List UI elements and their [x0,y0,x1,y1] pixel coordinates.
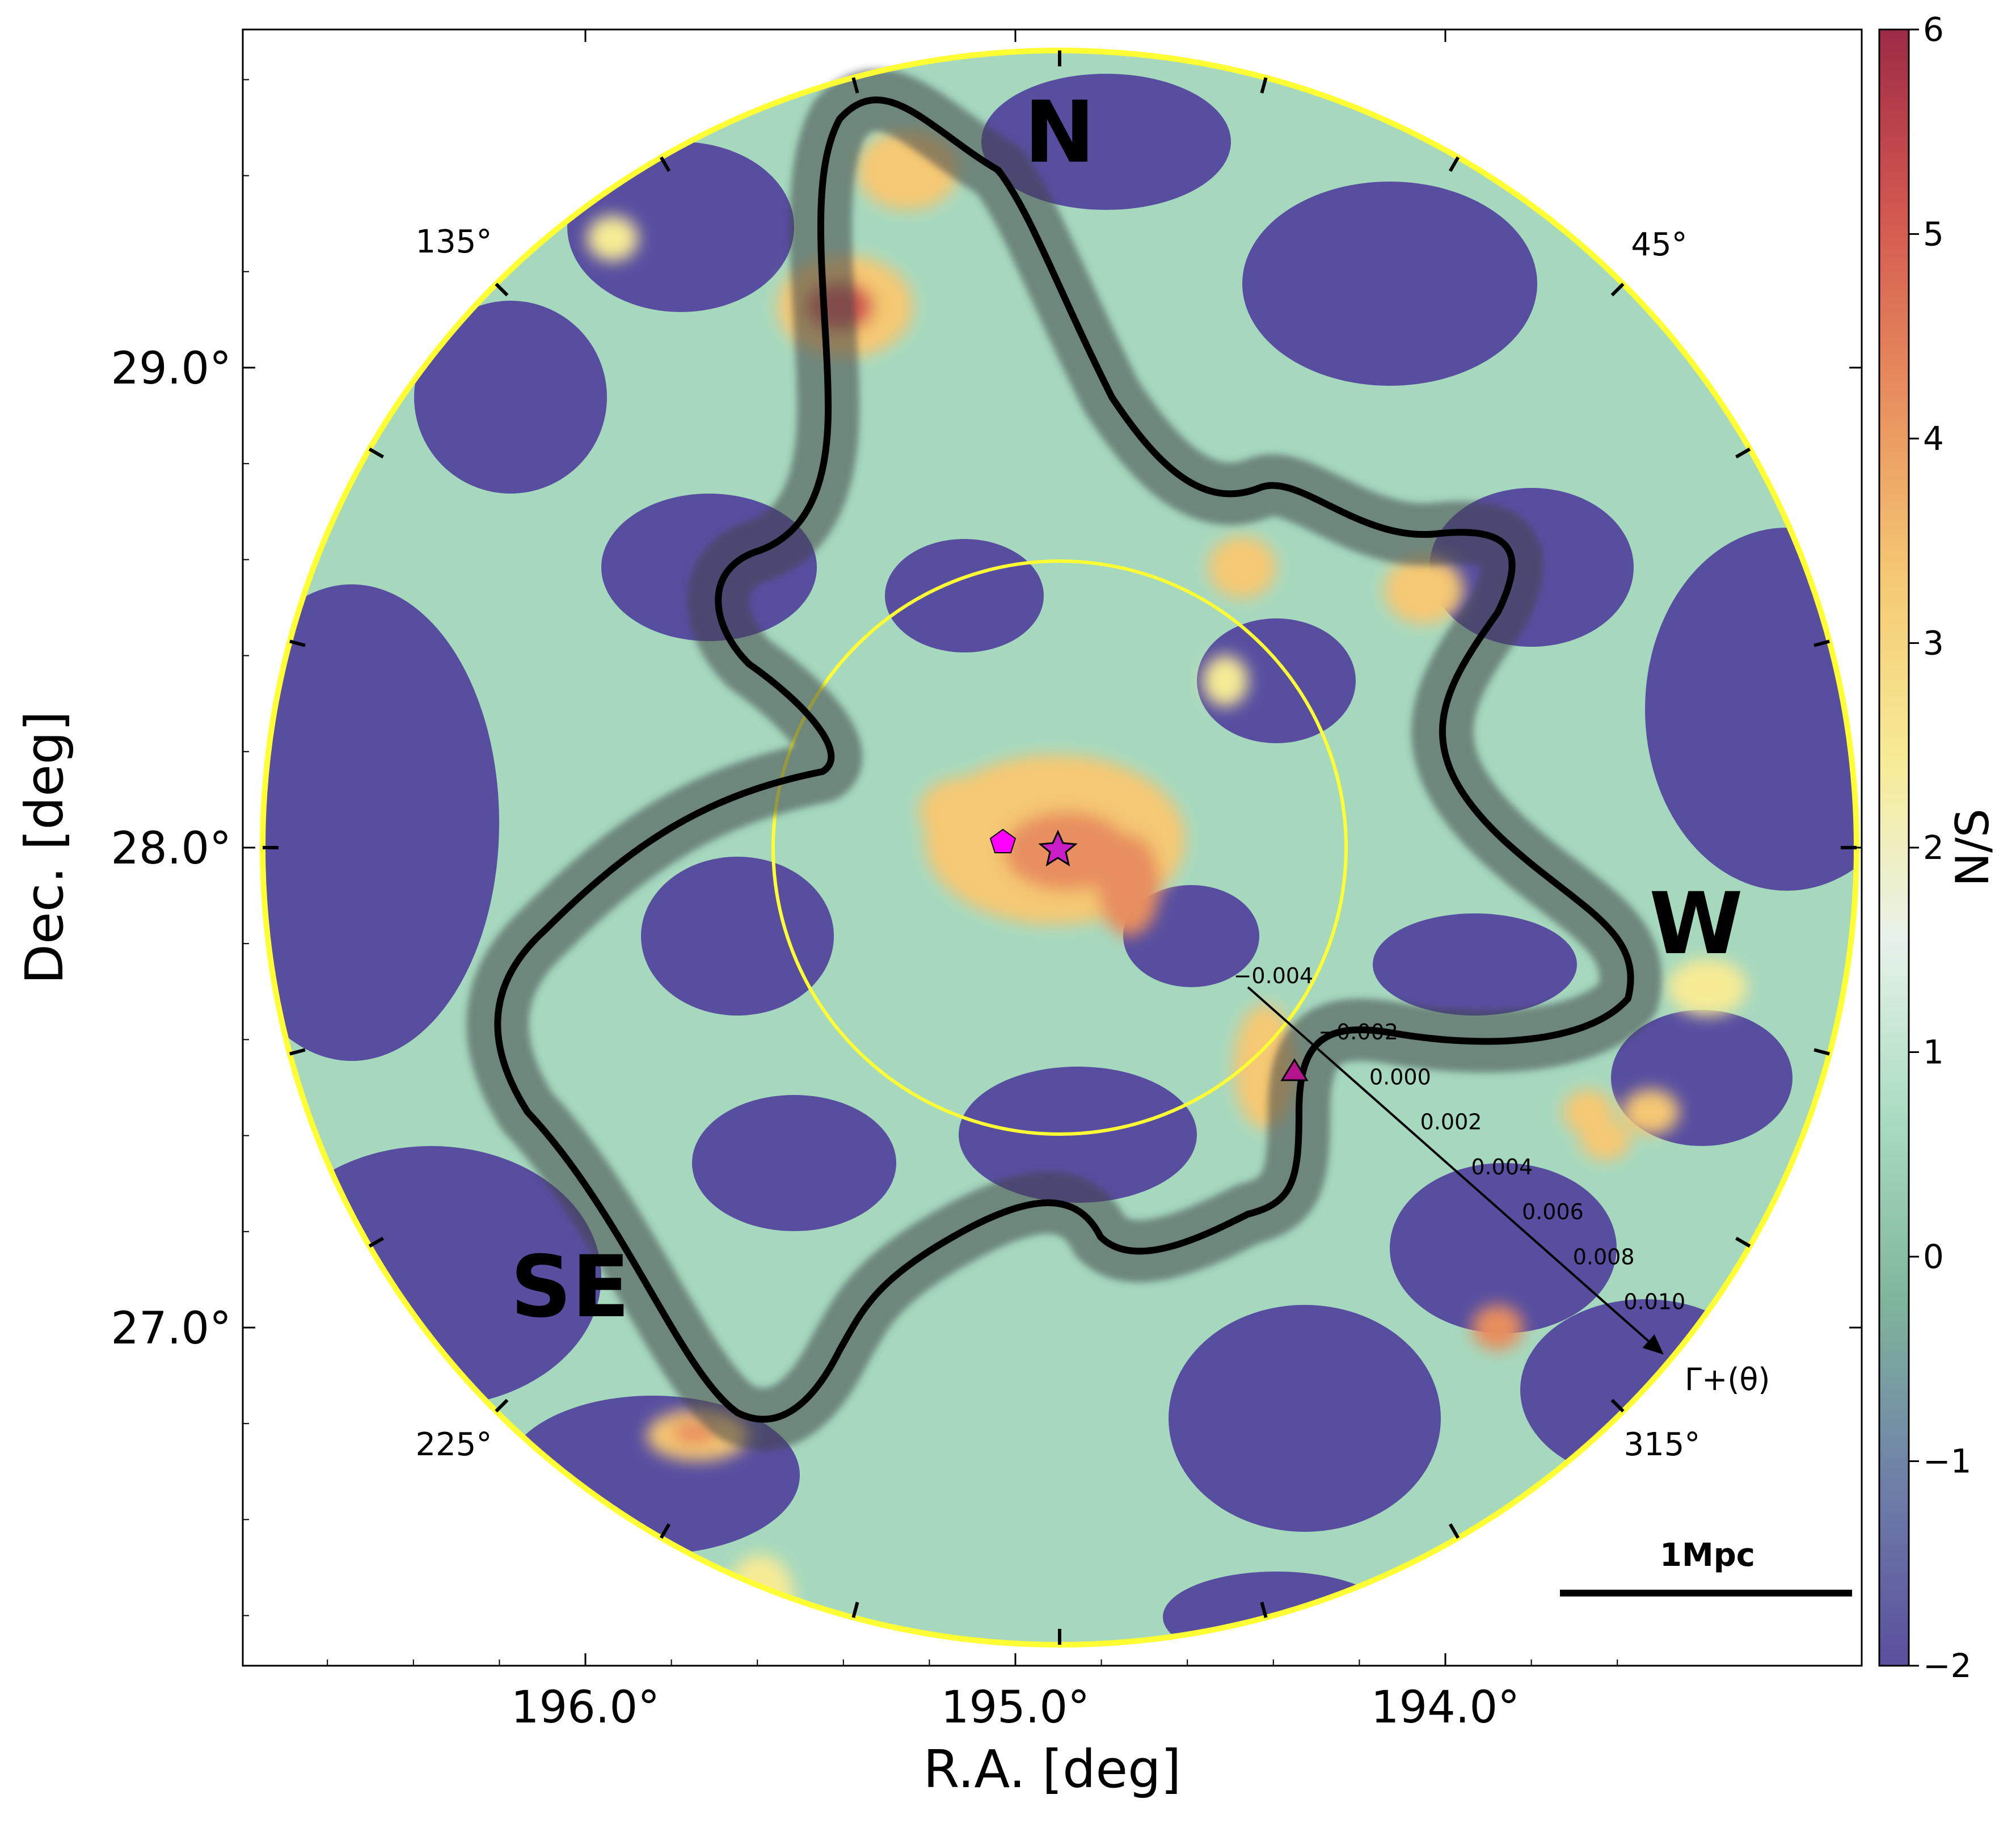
x-axis-ticks: 196.0° 195.0° 194.0° [327,30,1618,1733]
region-label-se: SE [511,1238,630,1337]
inner-region-circle [771,559,1348,1136]
profile-tick-label: 0.006 [1522,1199,1584,1224]
region-label-w: W [1649,875,1743,974]
angle-label-45: 45° [1631,226,1687,263]
triangle-marker [1280,1058,1309,1081]
angle-tick [1610,283,1625,297]
pentagon-marker [989,828,1017,853]
colorbar-tick-label: 2 [1923,828,1944,867]
colorbar-tick-label: 3 [1923,624,1944,663]
angle-tick [1448,1523,1460,1539]
y-tick-label: 29.0° [111,343,231,394]
angle-tick [368,1236,384,1248]
angle-tick [659,156,671,172]
profile-tick-label: 0.002 [1420,1110,1482,1135]
x-tick-label: 196.0° [511,1682,660,1733]
angle-tick [1260,77,1268,94]
colorbar-tick-label: −2 [1923,1646,1972,1685]
angle-tick [1610,1398,1625,1413]
colorbar-tick-label: −1 [1923,1442,1972,1481]
x-tick-label: 195.0° [941,1682,1090,1733]
colorbar-tick-label: 4 [1923,419,1944,458]
angle-tick [851,1602,859,1618]
profile-tick-label: 0.000 [1369,1064,1431,1089]
profile-tick-label: −0.002 [1318,1020,1398,1044]
angle-tick [1735,1236,1751,1248]
x-axis-label: R.A. [deg] [923,1739,1182,1800]
colorbar [1878,28,1910,1667]
angle-label-225: 225° [416,1426,492,1463]
angle-tick [368,447,384,459]
colorbar-tick-label: 6 [1923,10,1944,49]
angle-label-315: 315° [1624,1426,1701,1463]
scale-bar-label: 1Mpc [1660,1537,1755,1574]
angle-tick [1735,447,1751,459]
colorbar-tick-label: 0 [1923,1237,1944,1276]
y-tick-label: 27.0° [111,1303,231,1354]
y-axis-ticks: 29.0° 28.0° 27.0° [111,79,1862,1616]
colorbar-ticks: −2 −1 0 1 2 3 4 5 6 [1909,10,1972,1685]
colorbar-label: N/S [1946,808,1999,887]
profile-tick-label: −0.004 [1234,963,1314,988]
angle-tick [495,283,509,297]
angle-tick [851,77,859,94]
y-axis-label: Dec. [deg] [14,711,75,984]
angle-tick [289,639,306,647]
angle-tick [289,1048,306,1056]
angle-tick [1813,1048,1830,1056]
angle-tick [1813,639,1830,647]
region-label-n: N [1024,83,1095,182]
profile-axis-arrow [1247,986,1664,1355]
profile-tick-label: 0.008 [1573,1244,1635,1269]
profile-tick-label: 0.010 [1623,1290,1685,1315]
colorbar-tick-label: 1 [1923,1033,1944,1072]
bcg-star-marker [1038,829,1078,867]
angle-tick [1260,1602,1268,1618]
profile-tick-label: 0.004 [1471,1155,1533,1180]
angle-ticks [263,50,1857,1645]
x-tick-label: 194.0° [1371,1682,1520,1733]
angle-label-135: 135° [416,224,492,260]
angle-tick [1448,156,1460,172]
y-tick-label: 28.0° [111,823,231,874]
profile-axis-ticks: −0.004 −0.002 0.000 0.002 0.004 0.006 0.008 0.0… [1234,963,1686,1315]
low-signal-patches [263,74,1857,1645]
shear-profile-outline [494,96,1634,1423]
colorbar-tick-label: 5 [1923,215,1944,254]
profile-axis-label: Γ+(θ) [1685,1362,1770,1397]
angle-tick [659,1523,671,1539]
angle-tick [495,1398,509,1413]
